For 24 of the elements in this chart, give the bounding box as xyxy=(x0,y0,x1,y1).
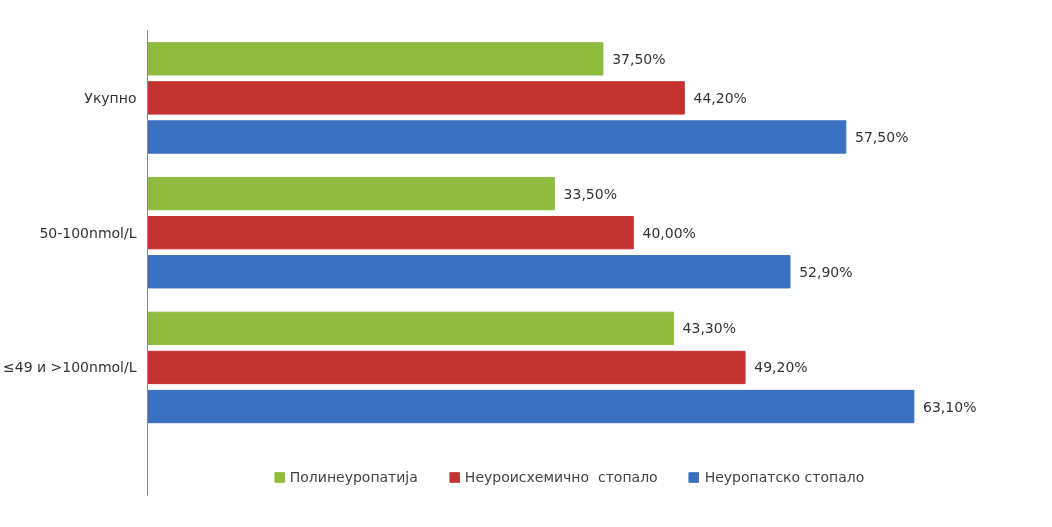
data-label: 33,50% xyxy=(563,185,617,202)
bar xyxy=(147,389,915,424)
data-label: 44,20% xyxy=(693,89,747,106)
legend-label: Неуропатско стопало xyxy=(704,469,865,485)
bar xyxy=(147,311,674,346)
bar xyxy=(147,255,791,289)
data-label: 57,50% xyxy=(855,128,909,145)
y-tick-label: 50-100nmol/L xyxy=(39,224,137,241)
bar xyxy=(147,350,746,385)
y-tick-label: Укупно xyxy=(84,89,137,106)
bar xyxy=(147,81,685,115)
bar xyxy=(147,42,604,76)
legend-label: Полинеуропатија xyxy=(289,469,418,485)
data-label: 63,10% xyxy=(923,398,977,415)
bar xyxy=(147,176,555,211)
bar xyxy=(147,216,634,250)
data-label: 40,00% xyxy=(642,224,696,241)
data-label: 52,90% xyxy=(799,263,853,280)
data-label: 43,30% xyxy=(682,320,736,337)
data-label: 37,50% xyxy=(612,50,666,67)
y-tick-label: ≤49 и >100nmol/L xyxy=(3,359,137,376)
legend-label: Неуроисхемично стопало xyxy=(464,469,658,485)
bar xyxy=(147,120,847,154)
data-label: 49,20% xyxy=(754,359,808,376)
